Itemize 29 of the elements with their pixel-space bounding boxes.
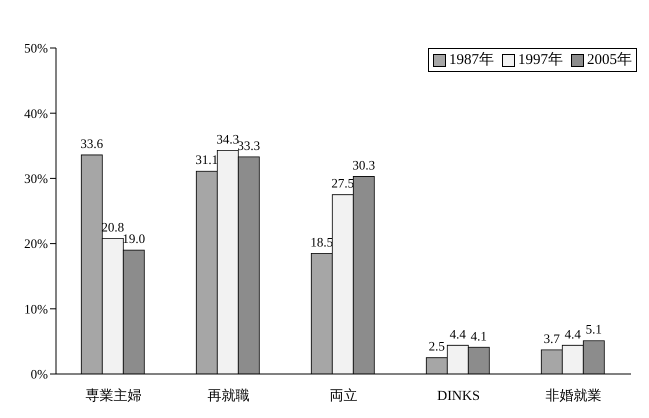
legend-label: 1997年 <box>518 51 563 69</box>
x-tick-label: 非婚就業 <box>546 388 602 404</box>
data-label: 20.8 <box>101 219 124 234</box>
data-label: 19.0 <box>122 231 146 246</box>
y-tick-label: 40% <box>24 106 48 121</box>
data-label: 4.1 <box>470 328 487 344</box>
y-tick-label: 20% <box>24 236 48 252</box>
data-label: 33.3 <box>237 138 260 153</box>
x-tick-label: DINKS <box>437 388 480 404</box>
legend-label: 2005年 <box>587 51 632 69</box>
x-tick-label: 両立 <box>330 388 358 404</box>
data-label: 34.3 <box>216 131 240 146</box>
data-label: 31.1 <box>195 152 218 168</box>
data-label: 3.7 <box>544 330 560 346</box>
y-tick-label: 30% <box>24 171 48 186</box>
data-label: 27.5 <box>331 176 354 191</box>
y-tick-label: 50% <box>24 40 48 56</box>
data-label: 33.6 <box>80 136 104 151</box>
data-label: 4.4 <box>564 326 582 342</box>
data-label: 30.3 <box>352 157 376 172</box>
y-tick-label: 0% <box>30 366 48 382</box>
data-label: 2.5 <box>428 338 445 354</box>
data-label: 18.5 <box>310 234 334 250</box>
x-tick-label: 再就職 <box>208 388 250 404</box>
x-tick-label: 専業主婦 <box>86 388 142 404</box>
data-label: 4.4 <box>450 326 466 342</box>
legend-label: 1987年 <box>449 51 494 69</box>
y-tick-label: 10% <box>24 301 48 316</box>
data-label: 5.1 <box>586 322 602 337</box>
